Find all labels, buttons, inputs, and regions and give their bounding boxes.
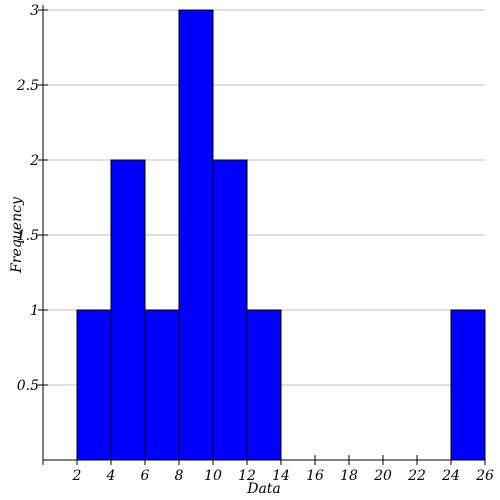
- axes: [42, 5, 485, 461]
- x-tick-label: 22: [407, 468, 426, 484]
- y-tick-label: 1.5: [17, 228, 39, 244]
- histogram-bar: [212, 159, 248, 461]
- y-tick-label: 2.5: [16, 78, 39, 94]
- y-tick-label: 2: [29, 153, 39, 169]
- histogram-bar: [110, 159, 146, 461]
- x-tick-label: 20: [373, 468, 392, 484]
- x-tick-label: 18: [340, 468, 358, 484]
- bars: [76, 9, 486, 461]
- x-axis-ticks: 2 4 6 8 10 12 14 16 18 20 22 24 26: [42, 455, 494, 484]
- x-axis-label: Data: [246, 481, 281, 497]
- x-tick-label: 6: [141, 468, 150, 484]
- histogram-bar: [178, 9, 214, 461]
- x-tick-label: 8: [175, 468, 184, 484]
- x-tick-label: 14: [272, 468, 290, 484]
- histogram-bar: [246, 309, 282, 461]
- x-tick-label: 12: [238, 468, 256, 484]
- y-axis-ticks: 0.5 1 1.5 2 2.5 3: [16, 3, 48, 394]
- x-tick-label: 26: [475, 468, 494, 484]
- x-tick-label: 2: [72, 468, 82, 484]
- x-tick-label: 16: [306, 468, 324, 484]
- x-tick-label: 10: [204, 468, 222, 484]
- y-tick-label: 0.5: [17, 378, 39, 394]
- histogram-bar: [144, 309, 180, 461]
- x-tick-label: 24: [441, 468, 460, 484]
- y-tick-label: 1: [30, 303, 39, 319]
- histogram-bar: [450, 309, 486, 461]
- x-tick-label: 4: [106, 468, 116, 484]
- y-axis-label: Frequency: [9, 196, 25, 274]
- histogram-bar: [76, 309, 112, 461]
- y-tick-label: 3: [30, 3, 39, 19]
